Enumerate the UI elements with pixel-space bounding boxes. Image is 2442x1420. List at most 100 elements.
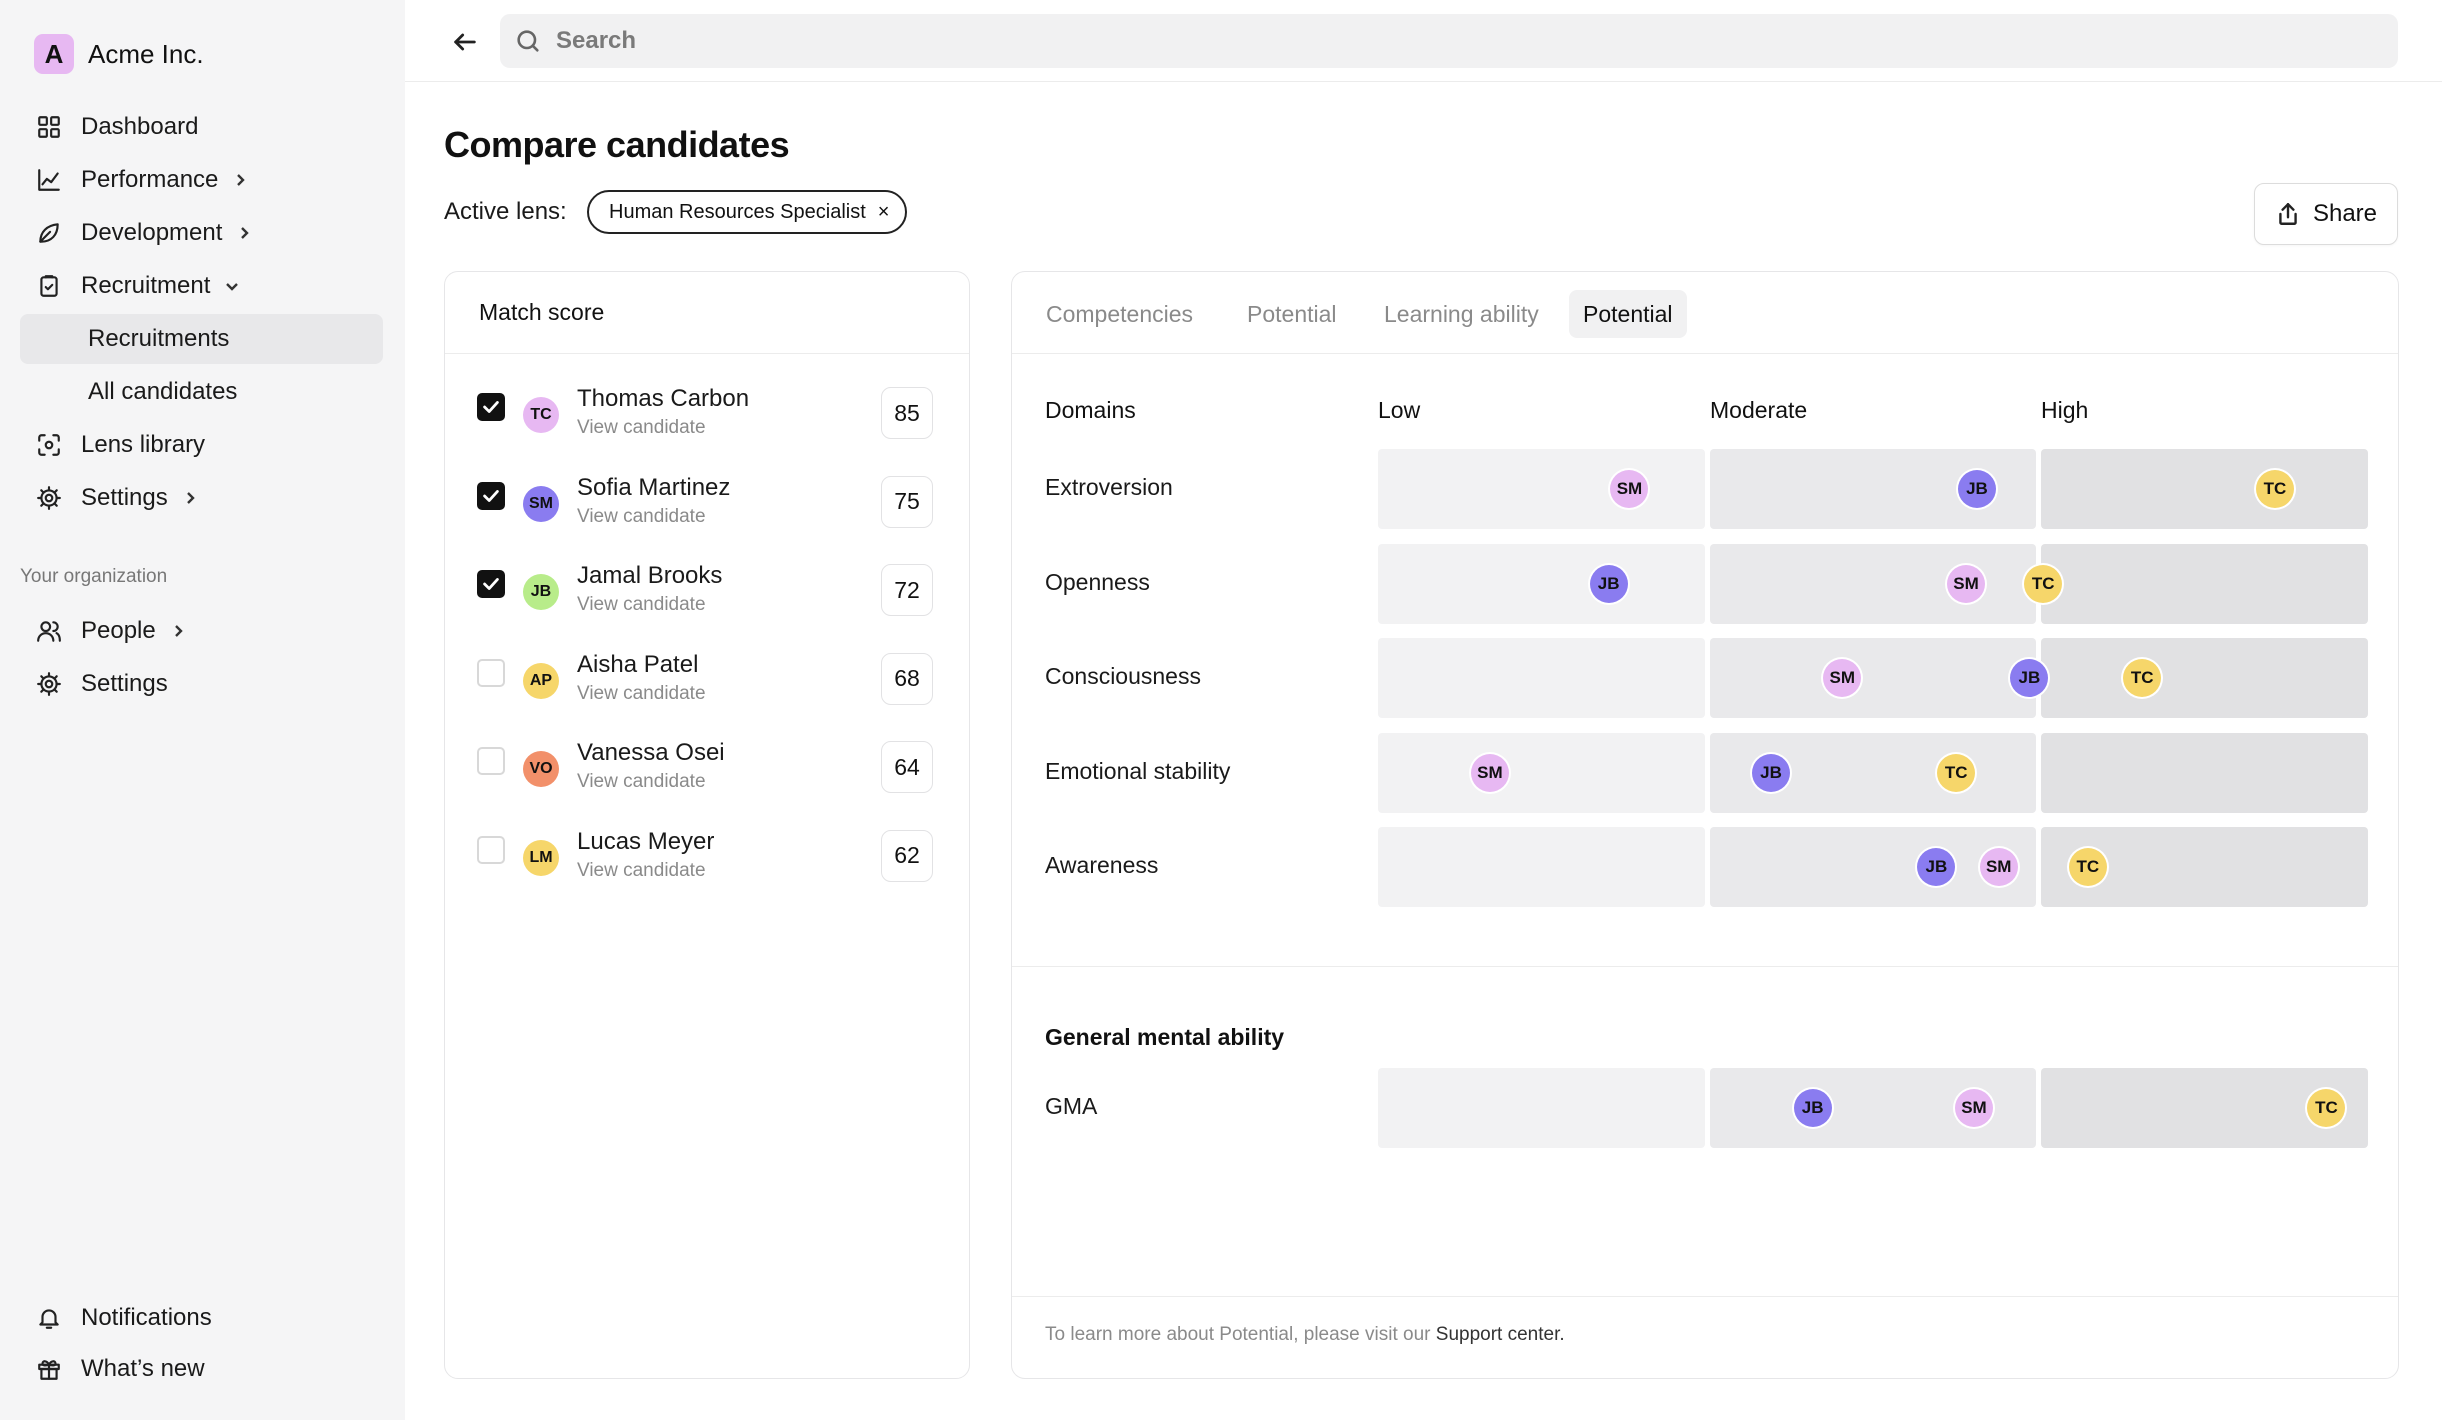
candidate-name: Lucas Meyer	[577, 827, 715, 855]
chevron-right-icon	[170, 623, 186, 639]
candidate-name: Thomas Carbon	[577, 385, 750, 412]
active-lens-chip[interactable]: Human Resources Specialist ×	[587, 190, 908, 234]
tab-potential[interactable]: Potential	[1247, 300, 1337, 327]
sidebar-item-org-settings[interactable]: Settings	[20, 659, 383, 709]
tab-competencies[interactable]: Competencies	[1046, 300, 1194, 327]
candidate-row[interactable]: VO Vanessa Osei View candidate 64	[445, 727, 971, 815]
candidate-marker[interactable]: TC	[1937, 753, 1976, 792]
candidate-marker[interactable]: SM	[1954, 1089, 1993, 1127]
sidebar-item-all-candidates[interactable]: All candidates	[20, 367, 383, 417]
brand-name: Acme Inc.	[88, 38, 204, 69]
support-center-link[interactable]: Support center.	[1435, 1324, 1565, 1345]
domain-label: GMA	[1045, 1093, 1098, 1119]
candidate-marker[interactable]: SM	[1947, 564, 1986, 603]
footer-note: To learn more about Potential, please vi…	[1045, 1324, 1565, 1346]
chevron-right-icon	[232, 172, 248, 188]
candidate-checkbox[interactable]	[477, 481, 505, 510]
candidate-marker[interactable]: SM	[1823, 659, 1862, 697]
sidebar-item-settings[interactable]: Settings	[20, 473, 383, 523]
match-score-value: 64	[881, 741, 933, 793]
arrow-left-icon	[454, 33, 476, 51]
band-mod	[1710, 543, 2036, 624]
scan-icon	[34, 430, 64, 460]
sidebar-item-label: Performance	[81, 166, 219, 193]
band-high	[2041, 543, 2368, 624]
tab-potential-active[interactable]: Potential	[1569, 290, 1687, 338]
sidebar-item-label: Settings	[81, 670, 168, 697]
candidate-marker[interactable]: SM	[1610, 470, 1649, 508]
avatar: AP	[523, 662, 559, 699]
match-score-value: 62	[881, 829, 933, 882]
sidebar-item-lens-library[interactable]: Lens library	[20, 420, 383, 470]
sidebar-item-whats-new[interactable]: What’s new	[20, 1344, 383, 1394]
candidate-name: Sofia Martinez	[577, 473, 731, 501]
view-candidate-link[interactable]: View candidate	[577, 682, 706, 704]
sidebar-item-label: Recruitments	[88, 325, 230, 352]
chevron-right-icon	[182, 490, 198, 506]
close-icon[interactable]: ×	[877, 201, 890, 223]
candidate-marker[interactable]: JB	[2010, 659, 2049, 697]
band-low	[1378, 1068, 1705, 1148]
candidate-marker[interactable]: SM	[1470, 753, 1509, 792]
leaf-icon	[34, 218, 64, 248]
candidate-marker[interactable]: JB	[1589, 564, 1628, 603]
candidate-marker[interactable]: JB	[1793, 1089, 1832, 1127]
view-candidate-link[interactable]: View candidate	[577, 771, 706, 792]
sidebar-item-recruitments[interactable]: Recruitments	[20, 314, 383, 364]
sidebar-item-notifications[interactable]: Notifications	[20, 1293, 383, 1343]
candidate-checkbox[interactable]	[477, 747, 505, 775]
candidate-checkbox[interactable]	[477, 393, 505, 421]
bell-icon	[34, 1303, 64, 1333]
candidate-row[interactable]: JB Jamal Brooks View candidate 72	[445, 550, 971, 638]
footer-text: To learn more about Potential, please vi…	[1045, 1324, 1436, 1345]
back-button[interactable]	[445, 22, 485, 62]
search-bar[interactable]	[500, 14, 2398, 68]
view-candidate-link[interactable]: View candidate	[577, 859, 706, 881]
avatar: TC	[523, 397, 559, 433]
users-icon	[34, 616, 64, 646]
check-icon	[483, 489, 499, 502]
candidate-row[interactable]: AP Aisha Patel View candidate 68	[445, 639, 971, 727]
clipboard-icon	[34, 271, 64, 301]
candidate-marker[interactable]: TC	[2255, 470, 2294, 508]
sidebar-item-people[interactable]: People	[20, 606, 383, 656]
candidate-marker[interactable]: TC	[2068, 848, 2107, 886]
candidate-name: Jamal Brooks	[577, 562, 723, 589]
candidate-row[interactable]: LM Lucas Meyer View candidate 62	[445, 816, 971, 904]
candidate-marker[interactable]: JB	[1957, 470, 1996, 508]
sidebar-item-label: Lens library	[81, 431, 206, 458]
sidebar-item-dashboard[interactable]: Dashboard	[20, 102, 383, 152]
view-candidate-link[interactable]: View candidate	[577, 594, 706, 615]
domain-label: Emotional stability	[1045, 757, 1231, 784]
domain-label: Extroversion	[1045, 474, 1173, 500]
match-score-value: 72	[881, 564, 933, 616]
avatar: VO	[523, 751, 559, 787]
tab-learning-ability[interactable]: Learning ability	[1384, 300, 1539, 327]
candidate-row[interactable]: TC Thomas Carbon View candidate 85	[445, 373, 971, 461]
search-input[interactable]	[556, 27, 2256, 55]
sidebar-item-recruitment[interactable]: Recruitment	[20, 261, 383, 311]
candidate-marker[interactable]: JB	[1917, 848, 1956, 886]
candidate-marker[interactable]: SM	[1979, 848, 2018, 886]
candidate-marker[interactable]: JB	[1752, 753, 1791, 792]
active-lens-value: Human Resources Specialist	[609, 200, 866, 223]
view-candidate-link[interactable]: View candidate	[577, 417, 706, 438]
brand[interactable]: A Acme Inc.	[34, 34, 204, 74]
sidebar-item-label: All candidates	[88, 378, 238, 405]
check-icon	[483, 578, 499, 590]
candidate-marker[interactable]: TC	[2307, 1089, 2346, 1127]
candidate-checkbox[interactable]	[477, 658, 505, 687]
candidate-marker[interactable]: TC	[2024, 564, 2063, 603]
sidebar-item-performance[interactable]: Performance	[20, 155, 383, 205]
gear-icon	[34, 669, 64, 699]
candidate-row[interactable]: SM Sofia Martinez View candidate 75	[445, 462, 971, 550]
check-icon	[483, 401, 499, 413]
sidebar-item-development[interactable]: Development	[20, 208, 383, 258]
share-button[interactable]: Share	[2254, 183, 2398, 245]
candidate-checkbox[interactable]	[477, 570, 505, 598]
sidebar-item-label: Settings	[81, 484, 168, 511]
view-candidate-link[interactable]: View candidate	[577, 505, 706, 527]
candidate-checkbox[interactable]	[477, 835, 505, 864]
band-high	[2041, 732, 2368, 813]
candidate-marker[interactable]: TC	[2123, 659, 2162, 697]
